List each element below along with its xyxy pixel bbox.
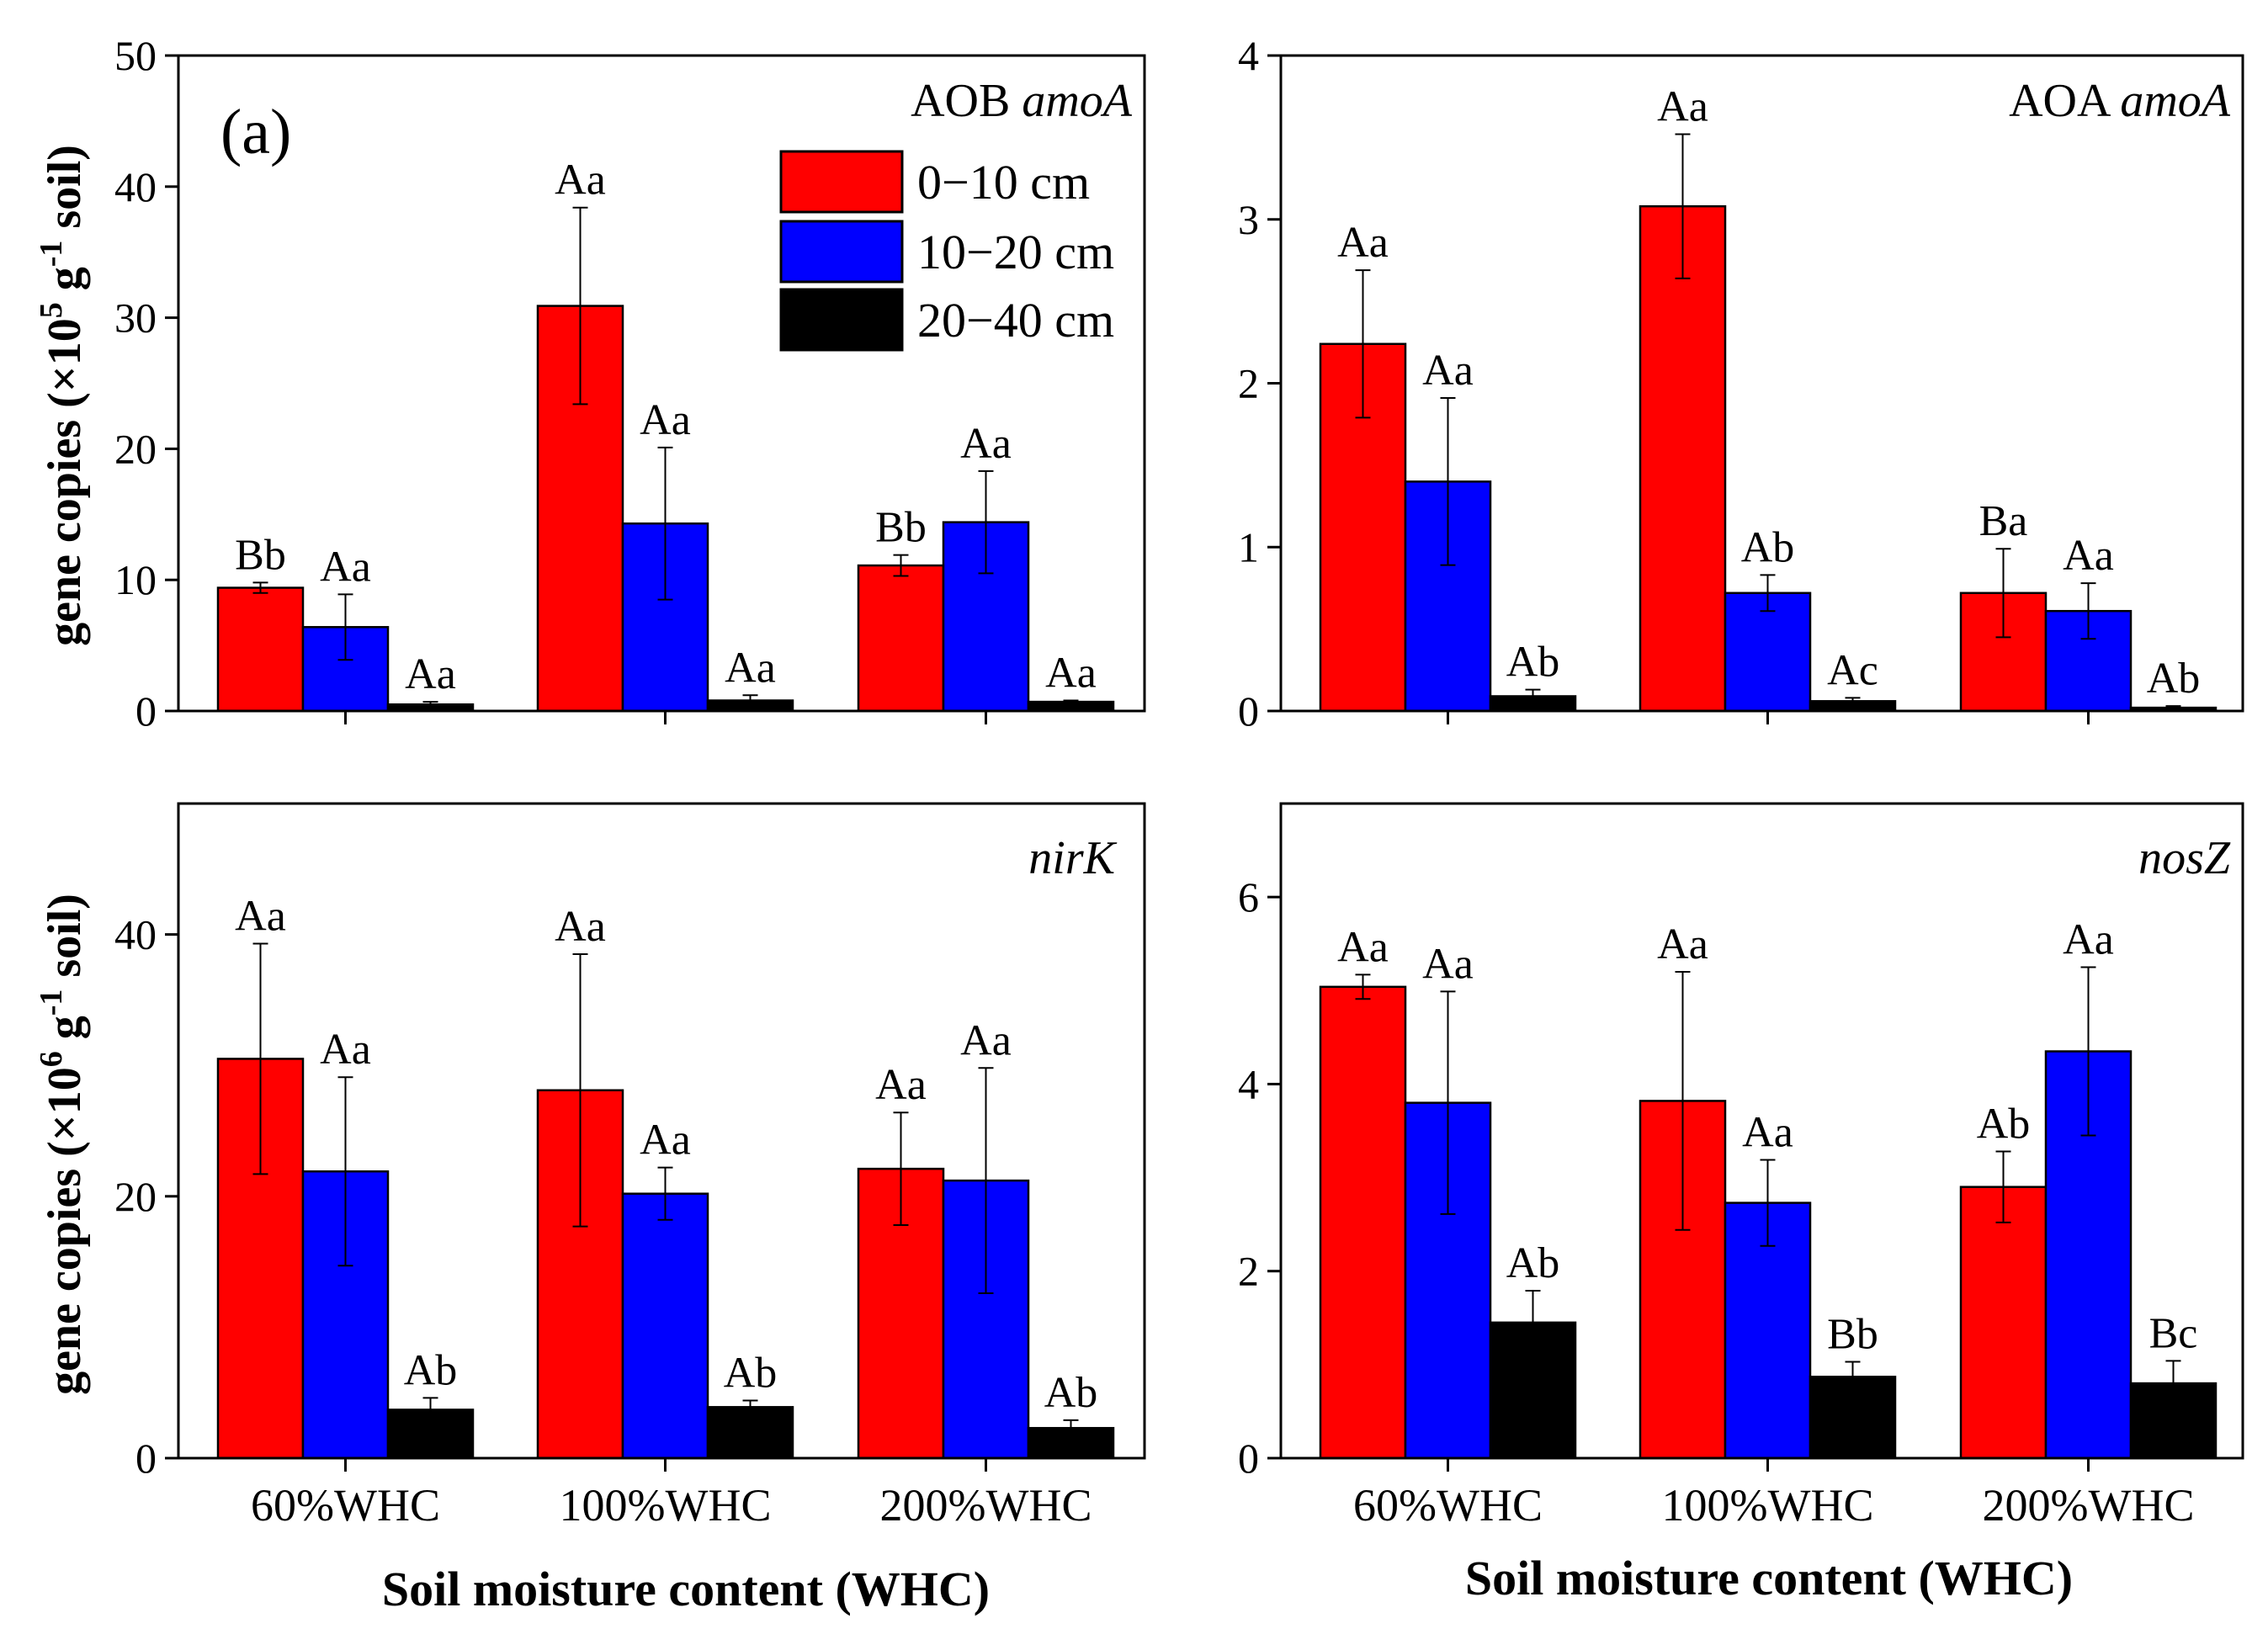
x-axis-title-right: Soil moisture content (WHC) (1465, 1551, 2073, 1605)
panel-1: Bb Aa Bb Aa Aa Aa Aa Aa Aa 0 10 20 30 40 50 AOB amoA (114, 32, 1146, 735)
y-axis-title-bottom: gene copies (×106 g-1 soil) (34, 894, 91, 1395)
significance-label: Aa (640, 1117, 691, 1164)
significance-label: Aa (1045, 650, 1097, 698)
y-tick-label: 40 (114, 163, 157, 210)
bar-100%WHC-s2 (1724, 1202, 1812, 1460)
y-tick-label: 6 (1238, 873, 1259, 920)
y-tick-label: 2 (1238, 360, 1259, 407)
bar-200%WHC-s1 (857, 564, 945, 713)
plot-frame (177, 802, 1146, 1460)
y-tick-label: 0 (135, 687, 157, 735)
significance-label: Aa (1422, 940, 1474, 988)
significance-label: Ab (724, 1350, 778, 1398)
plot-frame (177, 54, 1146, 713)
significance-label: Aa (405, 650, 456, 698)
y-tick-label: 0 (1238, 1435, 1259, 1482)
significance-label: Ac (1827, 646, 1878, 694)
significance-label: Ab (1506, 639, 1560, 687)
x-axis-title-left: Soil moisture content (WHC) (382, 1562, 990, 1616)
y-tick-label: 20 (114, 425, 157, 472)
y-tick-label: 1 (1238, 523, 1259, 570)
legend-swatch-10-20cm (779, 220, 904, 284)
y-tick-label: 4 (1238, 32, 1259, 79)
panel-3: Aa Aa Aa Aa Aa Aa Ab Ab Ab 0 20 40 60%WHC 100%WHC 200%… (114, 802, 1146, 1531)
panel-title: nirK (1028, 832, 1117, 884)
panel-title: AOB amoA (911, 75, 1133, 127)
legend-label-0-10cm: 0−10 cm (917, 155, 1090, 210)
significance-label: Aa (555, 903, 606, 951)
y-tick-label: 4 (1238, 1060, 1259, 1107)
significance-label: Aa (1657, 82, 1708, 130)
bar-60%WHC-s1 (1319, 985, 1407, 1460)
legend-label-10-20cm: 10−20 cm (917, 225, 1114, 279)
panel-2: Aa Aa Ba Aa Ab Aa Ab Ac Ab 0 1 2 3 4 AOA amoA (1238, 32, 2244, 735)
legend-swatch-20-40cm (779, 288, 904, 352)
significance-label: Aa (320, 543, 371, 591)
x-tick-label: 100%WHC (1662, 1480, 1874, 1531)
panel-title: AOA amoA (2009, 75, 2231, 127)
significance-label: Aa (555, 157, 606, 204)
significance-label: Ab (1977, 1100, 2031, 1148)
y-tick-label: 30 (114, 294, 157, 342)
bar-100%WHC-s1 (1639, 204, 1727, 713)
significance-label: Aa (960, 420, 1012, 468)
significance-label: Aa (1337, 923, 1389, 971)
y-tick-label: 3 (1238, 196, 1259, 243)
panel-letter: (a) (220, 97, 291, 167)
panel-4: Aa Aa Ab Aa Aa Aa Ab Bb Bc 0 2 4 6 60%WHC 100%WHC 200%W… (1238, 802, 2244, 1531)
significance-label: Bb (1827, 1311, 1878, 1359)
significance-label: Aa (875, 1061, 927, 1109)
legend: 0−10 cm 10−20 cm 20−40 cm (779, 150, 1114, 352)
bar-200%WHC-s1 (1959, 1186, 2048, 1460)
y-tick-label: 10 (114, 556, 157, 603)
significance-label: Ab (1741, 523, 1795, 571)
bar-100%WHC-s3 (706, 1406, 794, 1460)
y-tick-label: 2 (1238, 1248, 1259, 1295)
x-tick-label: 60%WHC (1353, 1480, 1543, 1531)
significance-label: Aa (2063, 916, 2114, 964)
significance-label: Aa (1657, 920, 1708, 968)
panel-title: nosZ (2138, 832, 2231, 884)
x-tick-label: 100%WHC (560, 1480, 772, 1531)
significance-label: Bc (2149, 1309, 2198, 1357)
x-tick-label: 200%WHC (880, 1480, 1092, 1531)
significance-label: Aa (960, 1016, 1012, 1064)
significance-label: Ab (404, 1346, 458, 1394)
significance-label: Aa (1742, 1108, 1793, 1156)
y-axis-title-top: gene copies (×105 g-1 soil) (34, 145, 91, 646)
significance-label: Bb (235, 531, 286, 579)
y-tick-label: 0 (1238, 687, 1259, 735)
significance-label: Ab (2147, 655, 2201, 703)
significance-label: Ab (1044, 1369, 1098, 1417)
bar-100%WHC-s2 (621, 1192, 709, 1460)
y-tick-label: 40 (114, 911, 157, 958)
significance-label: Aa (235, 892, 286, 940)
significance-label: Ba (1979, 497, 2028, 545)
significance-label: Ab (1506, 1239, 1560, 1287)
bar-60%WHC-s1 (216, 586, 305, 713)
legend-swatch-0-10cm (779, 150, 904, 214)
legend-label-20-40cm: 20−40 cm (917, 293, 1114, 347)
significance-label: Aa (320, 1026, 371, 1074)
significance-label: Aa (1337, 219, 1389, 267)
x-tick-label: 60%WHC (251, 1480, 440, 1531)
y-tick-label: 0 (135, 1435, 157, 1482)
y-tick-label: 50 (114, 32, 157, 79)
plot-frame (1279, 802, 2244, 1460)
x-tick-label: 200%WHC (1983, 1480, 2195, 1531)
significance-label: Bb (875, 504, 927, 552)
significance-label: Aa (1422, 347, 1474, 395)
significance-label: Aa (725, 644, 776, 692)
significance-label: Aa (640, 396, 691, 444)
significance-label: Aa (2063, 532, 2114, 580)
y-tick-label: 20 (114, 1173, 157, 1220)
